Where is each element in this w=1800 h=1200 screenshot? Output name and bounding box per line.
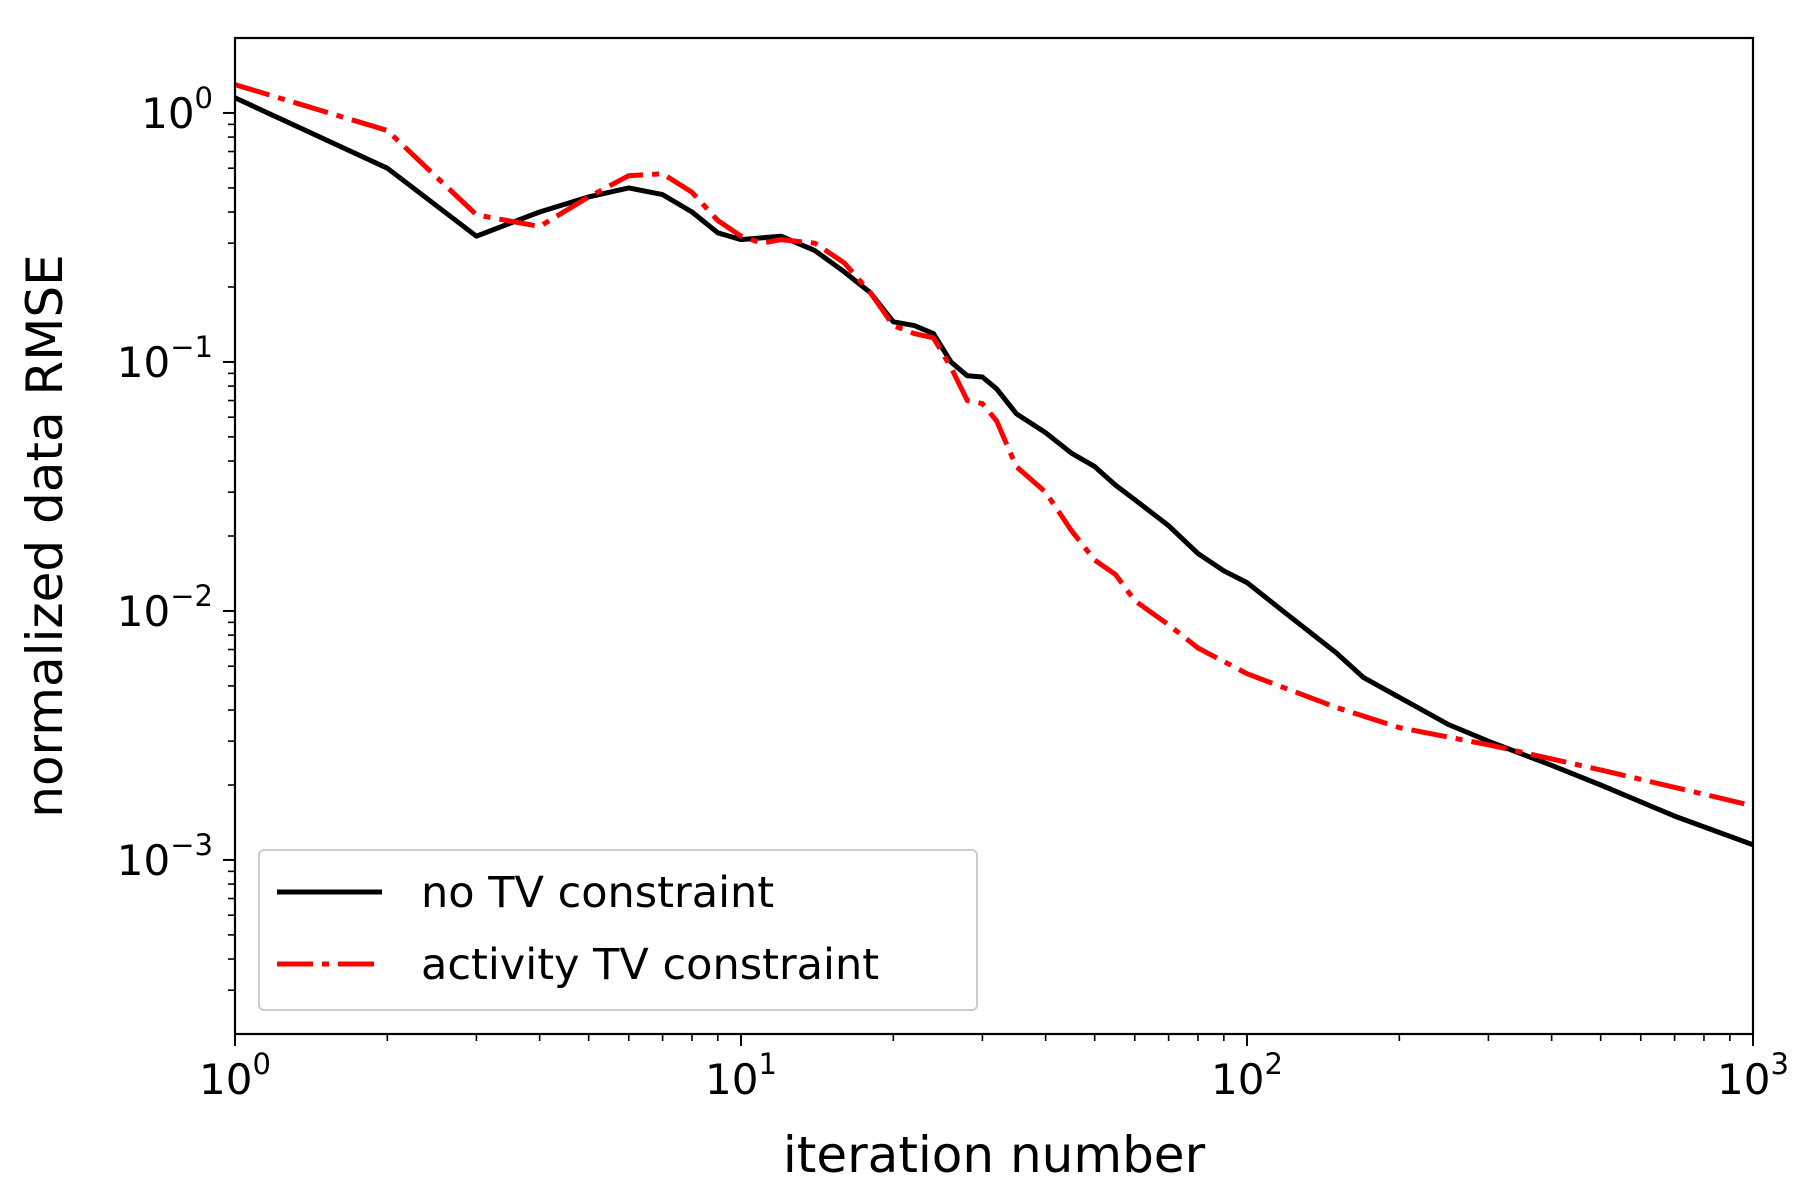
- plot-area: [235, 82, 1753, 848]
- legend-box: [258, 849, 978, 1011]
- series-line-2: [235, 82, 1753, 809]
- legend: no TV constraint activity TV constraint: [258, 849, 978, 1011]
- legend-label-1: no TV constraint: [421, 868, 774, 918]
- plot-frame: [233, 36, 1755, 1036]
- x-axis-label: iteration number: [783, 1126, 1206, 1184]
- legend-label-2: activity TV constraint: [421, 940, 879, 990]
- series-line-1: [235, 95, 1753, 848]
- x-tick-label: 101: [705, 1047, 777, 1104]
- y-axis-label: normalized data RMSE: [16, 254, 74, 817]
